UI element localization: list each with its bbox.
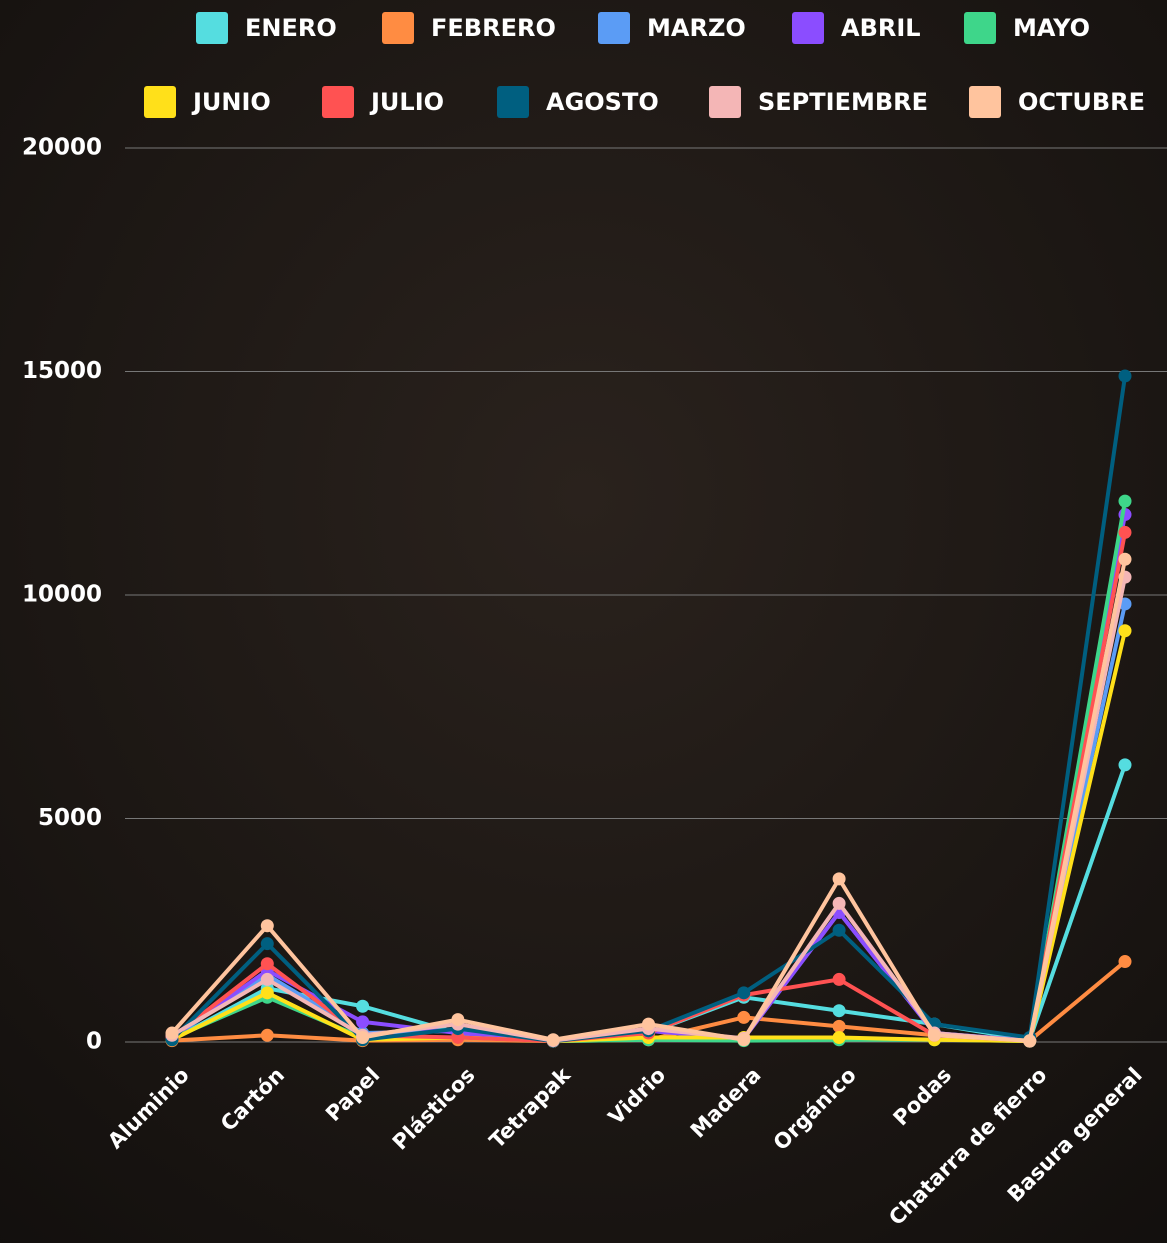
data-point (260, 919, 274, 933)
legend-label: FEBRERO (431, 14, 556, 42)
data-point (1118, 552, 1132, 566)
legend-swatch (322, 86, 354, 118)
legend-swatch (709, 86, 741, 118)
legend-swatch (792, 12, 824, 44)
data-point (260, 972, 274, 986)
legend-label: OCTUBRE (1018, 88, 1145, 116)
data-point (356, 999, 370, 1013)
legend-swatch (598, 12, 630, 44)
data-point (737, 1033, 751, 1047)
data-point (832, 972, 846, 986)
y-tick-label: 5000 (38, 805, 102, 831)
data-point (1118, 494, 1132, 508)
data-point (451, 1031, 465, 1045)
legend-label: JULIO (369, 88, 444, 116)
data-point (1118, 955, 1132, 969)
data-point (1023, 1034, 1037, 1048)
legend-swatch (964, 12, 996, 44)
y-tick-label: 0 (86, 1029, 102, 1055)
data-point (832, 1031, 846, 1045)
legend-label: MARZO (647, 14, 746, 42)
y-tick-label: 20000 (22, 135, 102, 161)
legend-label: SEPTIEMBRE (758, 88, 928, 116)
data-point (1118, 624, 1132, 638)
y-tick-label: 10000 (22, 582, 102, 608)
legend-swatch (144, 86, 176, 118)
data-point (260, 986, 274, 1000)
legend-swatch (969, 86, 1001, 118)
data-point (260, 1028, 274, 1042)
data-point (165, 1026, 179, 1040)
legend-swatch (196, 12, 228, 44)
data-point (832, 1019, 846, 1033)
data-point (927, 1028, 941, 1042)
data-point (356, 1031, 370, 1045)
legend-label: JUNIO (191, 88, 271, 116)
data-point (832, 872, 846, 886)
data-point (832, 1004, 846, 1018)
legend-swatch (382, 12, 414, 44)
data-point (737, 986, 751, 1000)
data-point (1118, 525, 1132, 539)
y-tick-label: 15000 (22, 358, 102, 384)
data-point (260, 937, 274, 951)
legend-label: ENERO (245, 14, 337, 42)
data-point (1118, 369, 1132, 383)
data-point (642, 1017, 655, 1031)
data-point (451, 1013, 465, 1027)
data-point (260, 957, 274, 971)
legend-label: AGOSTO (546, 88, 659, 116)
data-point (737, 1010, 751, 1024)
legend-label: ABRIL (841, 14, 921, 42)
data-point (356, 1015, 370, 1029)
data-point (1118, 758, 1132, 772)
legend-label: MAYO (1013, 14, 1090, 42)
data-point (832, 896, 846, 910)
data-point (546, 1033, 560, 1047)
legend-swatch (497, 86, 529, 118)
data-point (832, 923, 846, 937)
